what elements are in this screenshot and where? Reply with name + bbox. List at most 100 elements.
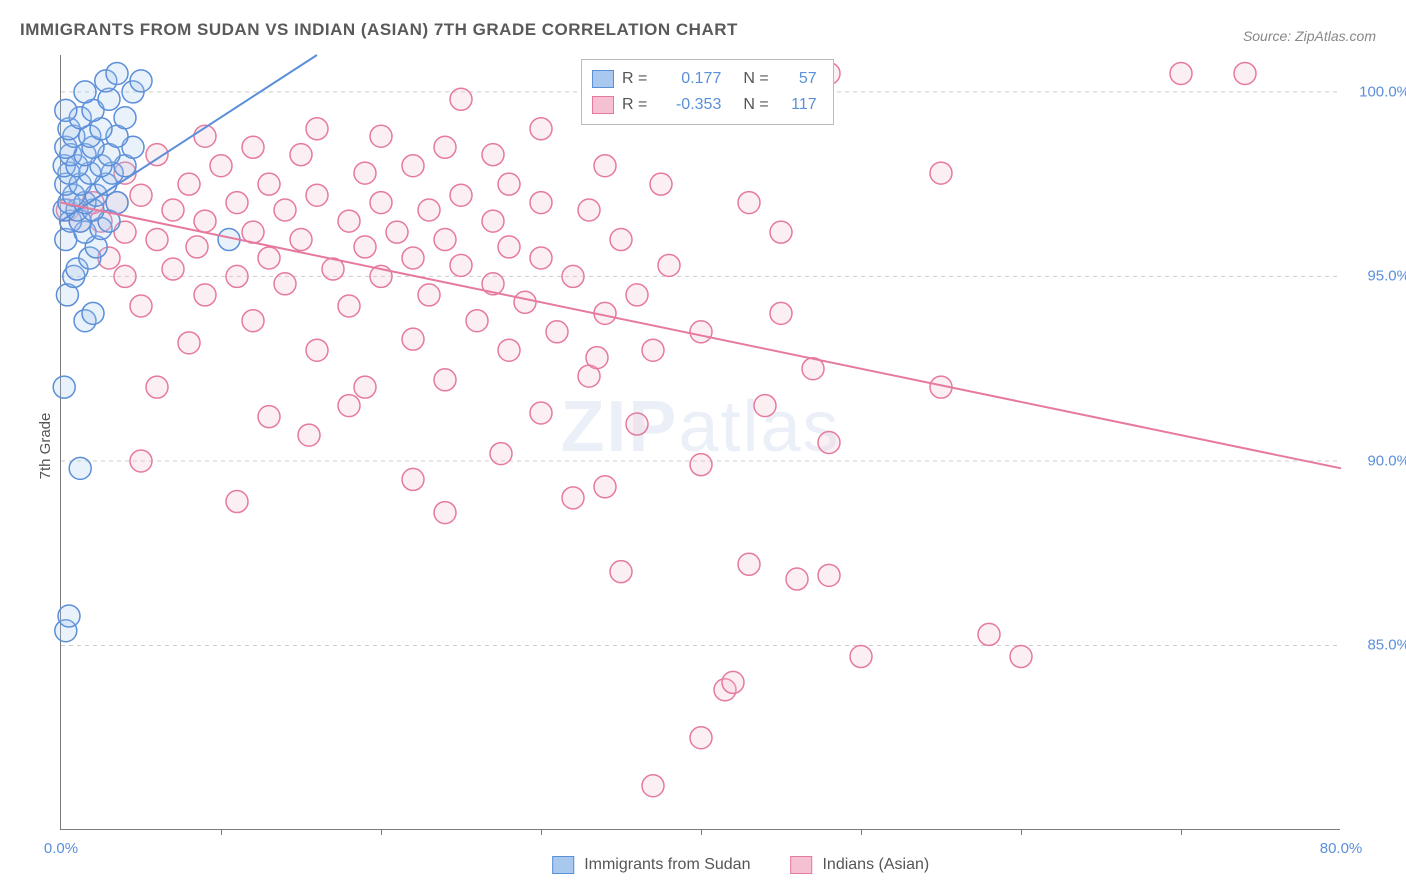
x-tick-mark — [541, 829, 542, 835]
data-point-indian — [562, 265, 584, 287]
data-point-indian — [642, 339, 664, 361]
scatter-plot-area: ZIPatlas R = 0.177 N = 57 R = -0.353 N =… — [60, 55, 1340, 830]
data-point-indian — [338, 395, 360, 417]
data-point-indian — [258, 247, 280, 269]
data-point-indian — [482, 144, 504, 166]
x-tick-mark — [221, 829, 222, 835]
y-tick-label: 85.0% — [1367, 637, 1406, 654]
x-tick-mark — [1181, 829, 1182, 835]
data-point-indian — [370, 192, 392, 214]
data-point-indian — [226, 192, 248, 214]
data-point-indian — [754, 395, 776, 417]
data-point-indian — [338, 295, 360, 317]
data-point-indian — [578, 199, 600, 221]
data-point-sudan — [82, 302, 104, 324]
data-point-indian — [626, 413, 648, 435]
data-point-indian — [186, 236, 208, 258]
data-point-indian — [146, 229, 168, 251]
data-point-indian — [450, 184, 472, 206]
data-point-indian — [274, 273, 296, 295]
series-legend: Immigrants from Sudan Indians (Asian) — [552, 856, 929, 874]
r-value-indian: -0.353 — [661, 96, 721, 114]
data-point-indian — [434, 136, 456, 158]
data-point-indian — [434, 502, 456, 524]
data-point-indian — [402, 328, 424, 350]
data-point-indian — [130, 295, 152, 317]
data-point-indian — [1234, 62, 1256, 84]
legend-row-sudan: R = 0.177 N = 57 — [592, 66, 817, 92]
data-point-indian — [722, 671, 744, 693]
x-tick-mark — [381, 829, 382, 835]
data-point-indian — [162, 199, 184, 221]
data-point-indian — [402, 468, 424, 490]
data-point-indian — [594, 155, 616, 177]
swatch-sudan — [552, 856, 574, 874]
x-tick-label: 80.0% — [1320, 840, 1363, 857]
data-point-indian — [530, 192, 552, 214]
x-tick-label: 0.0% — [44, 840, 78, 857]
data-point-indian — [490, 443, 512, 465]
x-tick-mark — [861, 829, 862, 835]
y-tick-label: 95.0% — [1367, 268, 1406, 285]
r-value-sudan: 0.177 — [661, 70, 721, 88]
data-point-indian — [402, 155, 424, 177]
trend-line-indian — [61, 203, 1341, 469]
data-point-indian — [738, 553, 760, 575]
data-point-indian — [162, 258, 184, 280]
data-point-indian — [226, 491, 248, 513]
data-point-indian — [178, 173, 200, 195]
data-point-indian — [978, 623, 1000, 645]
data-point-indian — [306, 184, 328, 206]
legend-item-indian: Indians (Asian) — [790, 856, 929, 874]
data-point-indian — [514, 291, 536, 313]
data-point-indian — [498, 339, 520, 361]
data-point-indian — [418, 199, 440, 221]
data-point-indian — [1010, 646, 1032, 668]
data-point-indian — [498, 236, 520, 258]
data-point-indian — [786, 568, 808, 590]
data-point-indian — [306, 118, 328, 140]
x-tick-mark — [1021, 829, 1022, 835]
data-point-indian — [818, 564, 840, 586]
data-point-indian — [274, 199, 296, 221]
data-point-indian — [850, 646, 872, 668]
data-point-indian — [418, 284, 440, 306]
data-point-indian — [402, 247, 424, 269]
n-value-indian: 117 — [783, 96, 817, 114]
data-point-indian — [258, 406, 280, 428]
data-point-indian — [546, 321, 568, 343]
data-point-indian — [130, 450, 152, 472]
data-point-indian — [210, 155, 232, 177]
data-point-indian — [354, 162, 376, 184]
data-point-indian — [298, 424, 320, 446]
data-point-indian — [434, 229, 456, 251]
data-point-sudan — [130, 70, 152, 92]
chart-title: IMMIGRANTS FROM SUDAN VS INDIAN (ASIAN) … — [20, 20, 738, 40]
data-point-indian — [242, 310, 264, 332]
data-point-indian — [306, 339, 328, 361]
r-label: R = — [622, 70, 647, 88]
data-point-indian — [610, 561, 632, 583]
data-point-sudan — [55, 99, 77, 121]
data-point-sudan — [114, 107, 136, 129]
data-point-indian — [658, 254, 680, 276]
data-point-indian — [370, 125, 392, 147]
data-point-indian — [386, 221, 408, 243]
data-point-indian — [586, 347, 608, 369]
stats-legend: R = 0.177 N = 57 R = -0.353 N = 117 — [581, 59, 834, 125]
data-point-indian — [434, 369, 456, 391]
data-point-indian — [530, 402, 552, 424]
legend-label-indian: Indians (Asian) — [822, 856, 929, 874]
data-point-indian — [626, 284, 648, 306]
r-label: R = — [622, 96, 647, 114]
chart-svg — [61, 55, 1340, 829]
data-point-indian — [466, 310, 488, 332]
x-tick-mark — [701, 829, 702, 835]
data-point-indian — [930, 162, 952, 184]
source-attribution: Source: ZipAtlas.com — [1243, 28, 1376, 44]
data-point-sudan — [106, 62, 128, 84]
swatch-sudan — [592, 70, 614, 88]
data-point-indian — [290, 144, 312, 166]
data-point-sudan — [58, 605, 80, 627]
data-point-indian — [354, 376, 376, 398]
